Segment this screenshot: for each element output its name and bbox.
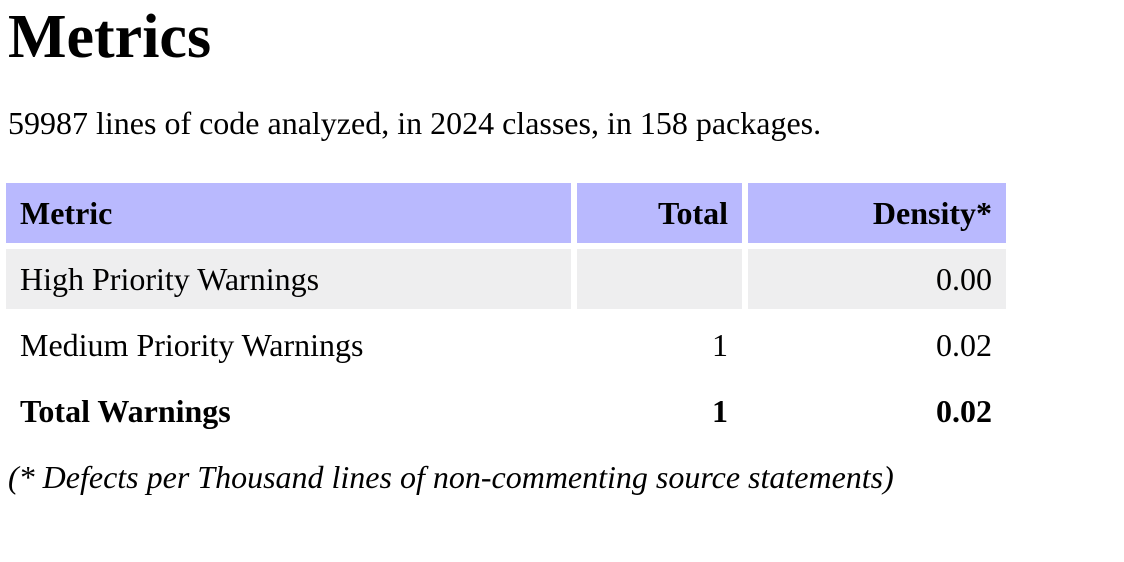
analysis-summary-text: 59987 lines of code analyzed, in 2024 cl… [8, 105, 822, 141]
column-header-metric: Metric [6, 183, 571, 243]
column-header-density: Density* [748, 183, 1006, 243]
column-header-total: Total [577, 183, 742, 243]
table-row: Medium Priority Warnings 1 0.02 [6, 315, 1006, 375]
cell-total: 1 [577, 315, 742, 375]
metrics-table-header: Metric Total Density* [6, 183, 1006, 243]
cell-total [577, 249, 742, 309]
cell-density: 0.00 [748, 249, 1006, 309]
cell-density: 0.02 [748, 381, 1006, 441]
metrics-table-body: High Priority Warnings 0.00 Medium Priorit… [6, 249, 1006, 441]
table-row: High Priority Warnings 0.00 [6, 249, 1006, 309]
table-row: Total Warnings 1 0.02 [6, 381, 1006, 441]
metrics-table: Metric Total Density* High Priority Warn… [0, 177, 1012, 447]
cell-metric: Medium Priority Warnings [6, 315, 571, 375]
cell-metric: Total Warnings [6, 381, 571, 441]
density-footnote-text: (* Defects per Thousand lines of non-com… [8, 459, 894, 495]
cell-density: 0.02 [748, 315, 1006, 375]
cell-metric: High Priority Warnings [6, 249, 571, 309]
header-row: Metric Total Density* [6, 183, 1006, 243]
page-title: Metrics [8, 3, 212, 71]
cell-total: 1 [577, 381, 742, 441]
